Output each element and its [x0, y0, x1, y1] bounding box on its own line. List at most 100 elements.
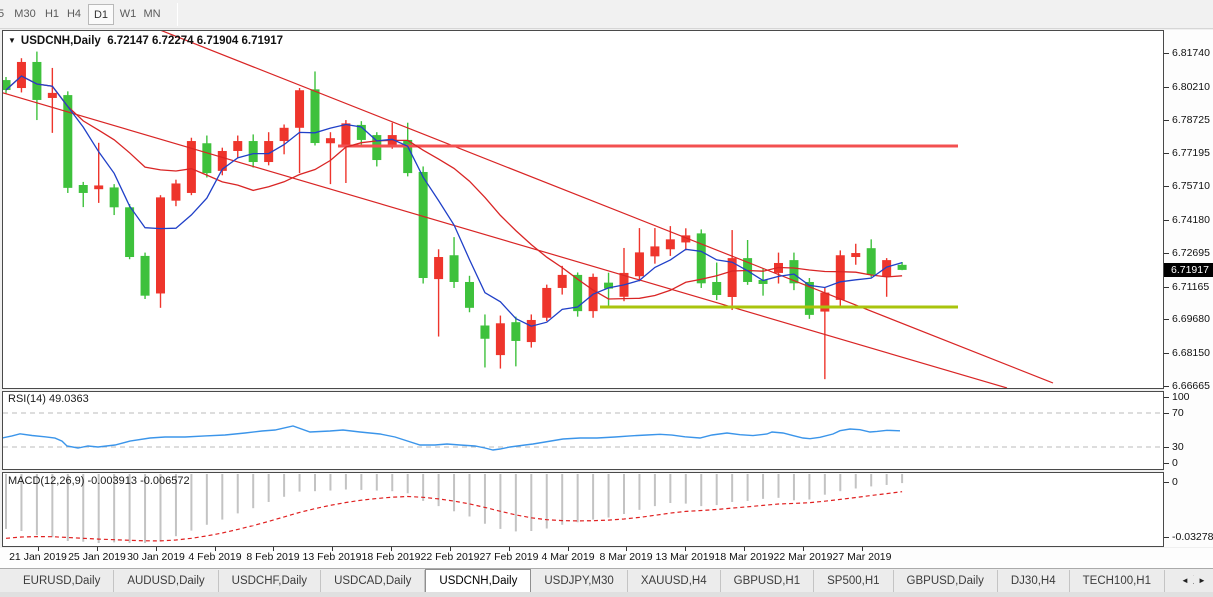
candle-body	[804, 281, 814, 315]
macd-panel[interactable]	[2, 472, 1164, 547]
rsi-panel[interactable]	[2, 391, 1164, 470]
main-chart-canvas[interactable]	[3, 31, 1163, 388]
time-axis-label: 4 Feb 2019	[188, 551, 242, 563]
time-axis-label: 22 Mar 2019	[773, 551, 833, 563]
trendline[interactable]	[160, 31, 1054, 384]
candle-body	[140, 255, 150, 296]
price-axis-label-tick	[1164, 287, 1169, 288]
time-axis-label: 18 Feb 2019	[361, 551, 421, 563]
time-axis-label: 13 Mar 2019	[655, 551, 715, 563]
time-axis-label: 8 Feb 2019	[246, 551, 300, 563]
macd-axis-label-tick	[1164, 537, 1169, 538]
candle-body	[32, 61, 42, 100]
time-axis-tick	[862, 547, 863, 551]
tab-scroll-left-icon[interactable]: ◄	[1177, 572, 1193, 590]
candle-body	[341, 123, 351, 146]
macd-indicator-label: MACD(12,26,9) -0.003913 -0.006572	[8, 475, 190, 487]
candle-body	[465, 281, 474, 308]
candle-body	[156, 197, 165, 294]
price-axis-label: 6.71165	[1172, 281, 1210, 293]
candle-body	[310, 89, 320, 144]
candle-body	[851, 253, 861, 258]
price-axis-label: 6.74180	[1172, 214, 1210, 226]
chart-tab-gbpusd-daily[interactable]: GBPUSD,Daily	[894, 570, 998, 592]
chart-tab-usdjpy-m30[interactable]: USDJPY,M30	[531, 570, 628, 592]
candle-body	[665, 239, 675, 250]
candle-body	[866, 248, 876, 275]
candle-body	[279, 127, 289, 142]
rsi-axis-label: 0	[1172, 457, 1178, 469]
timeframe-button-5[interactable]: 5	[0, 8, 5, 20]
time-axis-tick	[332, 547, 333, 551]
candle-body	[758, 279, 768, 284]
price-axis-label: 6.75710	[1172, 180, 1210, 192]
timeframe-button-W1[interactable]: W1	[119, 8, 137, 20]
current-price-tag: 6.71917	[1164, 263, 1213, 277]
chevron-down-icon[interactable]: ▼	[8, 36, 16, 45]
candle-body	[418, 171, 428, 279]
timeframe-button-D1[interactable]: D1	[88, 4, 114, 25]
macd-canvas[interactable]	[3, 473, 1163, 546]
time-axis-tick	[97, 547, 98, 551]
candle-body	[264, 141, 274, 163]
chart-tab-tech100-h1[interactable]: TECH100,H1	[1070, 570, 1166, 592]
chart-tab-gbpusd-h1[interactable]: GBPUSD,H1	[721, 570, 815, 592]
price-axis-label: 6.81740	[1172, 47, 1210, 59]
chart-tab-audusd-daily[interactable]: AUDUSD,Daily	[114, 570, 219, 592]
chart-tab-eurusd-daily[interactable]: EURUSD,Daily	[10, 570, 115, 592]
candle-body	[557, 274, 567, 288]
chart-tab-dj30-h4[interactable]: DJ30,H4	[998, 570, 1070, 592]
price-axis-label: 6.72695	[1172, 247, 1210, 259]
price-axis-label: 6.69680	[1172, 313, 1210, 325]
time-axis-tick	[273, 547, 274, 551]
rsi-indicator-label: RSI(14) 49.0363	[8, 393, 89, 405]
time-axis-tick	[450, 547, 451, 551]
timeframe-button-H1[interactable]: H1	[44, 8, 60, 20]
timeframe-button-M30[interactable]: M30	[14, 8, 36, 20]
candle-body	[295, 90, 305, 128]
timeframe-button-H4[interactable]: H4	[66, 8, 82, 20]
time-axis-tick	[391, 547, 392, 551]
time-axis-label: 27 Feb 2019	[479, 551, 539, 563]
main-chart-panel[interactable]	[2, 30, 1164, 389]
time-scale[interactable]: 21 Jan 2019 25 Jan 2019 30 Jan 2019 4 Feb 2…	[0, 547, 1213, 568]
time-axis-label: 21 Jan 2019	[9, 551, 67, 563]
price-axis-label-tick	[1164, 53, 1169, 54]
price-axis-label-tick	[1164, 220, 1169, 221]
candle-body	[650, 246, 660, 257]
price-axis-label: 6.80210	[1172, 81, 1210, 93]
time-axis-label: 13 Feb 2019	[302, 551, 362, 563]
candle-body	[897, 264, 907, 270]
chart-tab-usdcnh-daily[interactable]: USDCNH,Daily	[425, 569, 532, 592]
rsi-axis-label: 30	[1172, 441, 1184, 453]
timeframe-toolbar: 5 M30 H1 H4 D1 W1 MN	[0, 0, 1213, 29]
chart-tab-xauusd-h4[interactable]: XAUUSD,H4	[628, 570, 721, 592]
price-axis-label: 6.78725	[1172, 114, 1210, 126]
price-axis-label-tick	[1164, 319, 1169, 320]
time-axis-label: 18 Mar 2019	[714, 551, 774, 563]
candle-body	[248, 141, 258, 163]
price-scale[interactable]: 6.81740 6.80210 6.78725 6.77195 6.75710 6.741…	[1164, 30, 1213, 547]
trendline[interactable]	[3, 92, 1008, 388]
macd-axis-label: 0	[1172, 476, 1178, 488]
price-axis-label-tick	[1164, 153, 1169, 154]
candle-body	[94, 185, 104, 190]
timeframe-button-MN[interactable]: MN	[143, 8, 161, 20]
chart-tab-sp500-h1[interactable]: SP500,H1	[814, 570, 894, 592]
candle-body	[727, 258, 737, 297]
candle-body	[47, 92, 57, 98]
time-axis-tick	[685, 547, 686, 551]
candle-body	[403, 139, 413, 174]
candle-body	[495, 323, 505, 356]
chart-tab-usdchf-daily[interactable]: USDCHF,Daily	[219, 570, 322, 592]
candle-body	[63, 95, 73, 188]
chart-tab-usdcad-daily[interactable]: USDCAD,Daily	[321, 570, 426, 592]
rsi-canvas[interactable]	[3, 392, 1163, 469]
candle-body	[526, 319, 536, 343]
tab-scroll-right-icon[interactable]: ►	[1194, 572, 1210, 590]
time-axis-label: 22 Feb 2019	[420, 551, 480, 563]
candle-body	[3, 80, 11, 91]
price-axis-label-tick	[1164, 120, 1169, 121]
candle-body	[573, 274, 583, 312]
